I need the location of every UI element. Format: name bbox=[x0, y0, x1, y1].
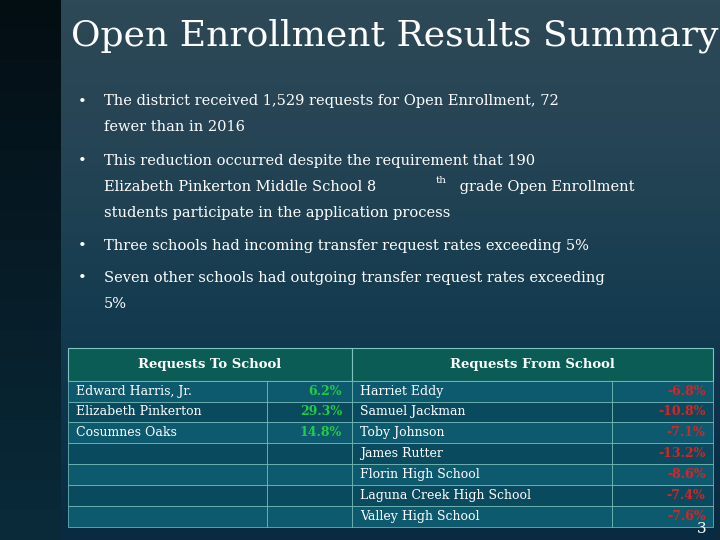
Bar bbox=[0, 90, 61, 120]
Bar bbox=[352, 348, 714, 381]
Text: Requests To School: Requests To School bbox=[138, 358, 282, 371]
Text: The district received 1,529 requests for Open Enrollment, 72: The district received 1,529 requests for… bbox=[104, 94, 559, 109]
Bar bbox=[612, 422, 714, 443]
Text: th: th bbox=[436, 176, 446, 185]
Bar bbox=[0, 480, 61, 510]
Text: Toby Johnson: Toby Johnson bbox=[360, 426, 444, 439]
Bar bbox=[0, 240, 61, 270]
Text: 3: 3 bbox=[697, 522, 707, 536]
Bar bbox=[68, 464, 266, 485]
Text: Elizabeth Pinkerton Middle School 8: Elizabeth Pinkerton Middle School 8 bbox=[104, 180, 377, 194]
Bar bbox=[266, 505, 352, 526]
Bar bbox=[352, 443, 612, 464]
Bar bbox=[612, 381, 714, 402]
Bar bbox=[266, 422, 352, 443]
Text: Cosumnes Oaks: Cosumnes Oaks bbox=[76, 426, 176, 439]
Bar bbox=[266, 381, 352, 402]
Text: Laguna Creek High School: Laguna Creek High School bbox=[360, 489, 531, 502]
Bar bbox=[0, 30, 61, 60]
Bar bbox=[612, 505, 714, 526]
Bar bbox=[68, 402, 266, 422]
Bar bbox=[68, 348, 352, 381]
Text: -7.4%: -7.4% bbox=[667, 489, 706, 502]
Bar bbox=[0, 150, 61, 180]
Text: •: • bbox=[78, 271, 86, 285]
Text: -13.2%: -13.2% bbox=[658, 447, 706, 460]
Text: •: • bbox=[78, 154, 86, 168]
Bar bbox=[0, 390, 61, 420]
Bar bbox=[68, 505, 266, 526]
Bar bbox=[352, 464, 612, 485]
Text: Open Enrollment Results Summary: Open Enrollment Results Summary bbox=[71, 19, 719, 53]
Bar bbox=[352, 485, 612, 505]
Text: This reduction occurred despite the requirement that 190: This reduction occurred despite the requ… bbox=[104, 154, 535, 168]
Bar bbox=[612, 443, 714, 464]
Bar bbox=[0, 120, 61, 150]
Text: James Rutter: James Rutter bbox=[360, 447, 443, 460]
Bar bbox=[266, 464, 352, 485]
Text: -6.8%: -6.8% bbox=[667, 384, 706, 397]
Bar bbox=[612, 464, 714, 485]
Text: -10.8%: -10.8% bbox=[658, 406, 706, 419]
Text: Florin High School: Florin High School bbox=[360, 468, 480, 481]
Bar bbox=[68, 443, 266, 464]
Text: 29.3%: 29.3% bbox=[300, 406, 342, 419]
Bar bbox=[0, 300, 61, 330]
Bar bbox=[0, 420, 61, 450]
Bar bbox=[68, 381, 266, 402]
Text: Valley High School: Valley High School bbox=[360, 510, 480, 523]
Text: fewer than in 2016: fewer than in 2016 bbox=[104, 120, 245, 134]
Bar bbox=[0, 180, 61, 210]
Text: grade Open Enrollment: grade Open Enrollment bbox=[455, 180, 634, 194]
Text: Three schools had incoming transfer request rates exceeding 5%: Three schools had incoming transfer requ… bbox=[104, 239, 589, 253]
Bar bbox=[352, 422, 612, 443]
Bar bbox=[612, 485, 714, 505]
Bar bbox=[0, 0, 61, 30]
Text: Edward Harris, Jr.: Edward Harris, Jr. bbox=[76, 384, 192, 397]
Bar bbox=[0, 330, 61, 360]
Text: •: • bbox=[78, 239, 86, 253]
Bar bbox=[266, 485, 352, 505]
Text: Requests From School: Requests From School bbox=[450, 358, 615, 371]
Text: students participate in the application process: students participate in the application … bbox=[104, 206, 451, 220]
Bar bbox=[266, 402, 352, 422]
Text: Harriet Eddy: Harriet Eddy bbox=[360, 384, 443, 397]
Text: -7.1%: -7.1% bbox=[667, 426, 706, 439]
Text: •: • bbox=[78, 94, 86, 109]
Bar bbox=[0, 60, 61, 90]
Bar bbox=[68, 485, 266, 505]
Bar bbox=[612, 402, 714, 422]
Text: Seven other schools had outgoing transfer request rates exceeding: Seven other schools had outgoing transfe… bbox=[104, 271, 605, 285]
Text: -7.6%: -7.6% bbox=[667, 510, 706, 523]
Bar bbox=[352, 505, 612, 526]
Bar bbox=[68, 422, 266, 443]
Text: Samuel Jackman: Samuel Jackman bbox=[360, 406, 465, 419]
Bar bbox=[0, 510, 61, 540]
Bar bbox=[0, 450, 61, 480]
Bar bbox=[352, 381, 612, 402]
Bar bbox=[266, 443, 352, 464]
Bar bbox=[0, 210, 61, 240]
Text: 6.2%: 6.2% bbox=[308, 384, 342, 397]
Bar bbox=[0, 360, 61, 390]
Text: 5%: 5% bbox=[104, 297, 127, 311]
Text: 14.8%: 14.8% bbox=[300, 426, 342, 439]
Text: Elizabeth Pinkerton: Elizabeth Pinkerton bbox=[76, 406, 202, 419]
Bar bbox=[352, 402, 612, 422]
Text: -8.6%: -8.6% bbox=[667, 468, 706, 481]
Bar bbox=[0, 270, 61, 300]
